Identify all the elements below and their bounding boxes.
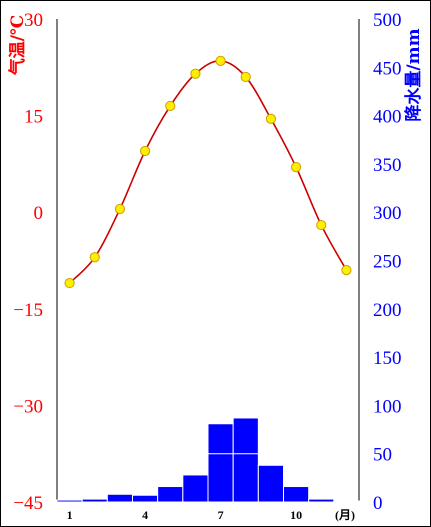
temperature-tick-label: 30 <box>24 10 43 31</box>
temperature-point-month-3 <box>114 203 126 215</box>
month-tick-label: 1 <box>67 508 73 522</box>
temperature-tick-label: −45 <box>13 493 43 514</box>
precipitation-tick-label: 450 <box>373 58 402 79</box>
temperature-point-month-9 <box>265 113 277 124</box>
temperature-point-month-6 <box>190 68 201 79</box>
month-tick-label: 4 <box>142 508 148 522</box>
temperature-point-month-1 <box>64 277 75 289</box>
precipitation-bars <box>56 417 360 503</box>
temperature-axis-title: 气温/℃ <box>7 15 28 77</box>
precipitation-bar-month-3 <box>106 493 134 503</box>
precipitation-tick-label: 250 <box>373 252 402 273</box>
month-axis-ticks: 1 4 7 10 <box>67 508 302 522</box>
precipitation-tick-label: 500 <box>373 10 402 31</box>
temperature-line <box>69 60 348 284</box>
temperature-point-month-11 <box>316 219 327 231</box>
temperature-point-month-12 <box>341 265 352 276</box>
temperature-point-month-8 <box>240 71 251 83</box>
precipitation-tick-label: 100 <box>373 396 402 417</box>
temperature-tick-label: −30 <box>13 396 43 417</box>
precipitation-bar-month-11 <box>308 498 335 503</box>
precipitation-bar-month-6 <box>182 474 209 503</box>
temperature-tick-label: 15 <box>24 107 43 128</box>
precipitation-bar-month-2 <box>81 498 108 503</box>
precipitation-bar-month-4 <box>132 494 159 503</box>
precipitation-bar-month-8 <box>232 417 259 503</box>
precipitation-tick-label: 0 <box>373 493 383 514</box>
temperature-point-month-4 <box>139 145 151 157</box>
temperature-tick-label: −15 <box>13 300 43 321</box>
precipitation-bar-month-1 <box>56 499 83 503</box>
temperature-tick-label: 0 <box>34 203 44 224</box>
temperature-axis-ticks: 30 15 0 −15 −30 −45 <box>13 10 43 514</box>
month-unit-label: (月) <box>335 508 355 522</box>
temperature-point-month-10 <box>290 162 302 173</box>
temperature-point-month-2 <box>89 252 100 263</box>
precipitation-bar-month-9 <box>257 464 284 503</box>
temperature-point-month-5 <box>165 100 176 112</box>
precipitation-tick-label: 400 <box>373 107 402 128</box>
month-tick-label: 7 <box>218 508 224 522</box>
precipitation-tick-label: 200 <box>373 300 402 321</box>
precipitation-tick-label: 300 <box>373 203 402 224</box>
temperature-point-month-7 <box>215 55 226 66</box>
month-tick-label: 10 <box>290 508 302 522</box>
precipitation-bar-month-7 <box>207 423 234 503</box>
precipitation-axis-title: 降水量/mm <box>403 28 424 121</box>
precipitation-bar-month-10 <box>283 486 310 503</box>
precipitation-tick-label: 350 <box>373 155 402 176</box>
precipitation-bar-month-5 <box>157 486 184 503</box>
temperature-curve <box>64 55 352 289</box>
precipitation-tick-label: 50 <box>373 445 392 466</box>
precipitation-tick-label: 150 <box>373 348 402 369</box>
precipitation-bar-month-12 <box>333 500 360 503</box>
